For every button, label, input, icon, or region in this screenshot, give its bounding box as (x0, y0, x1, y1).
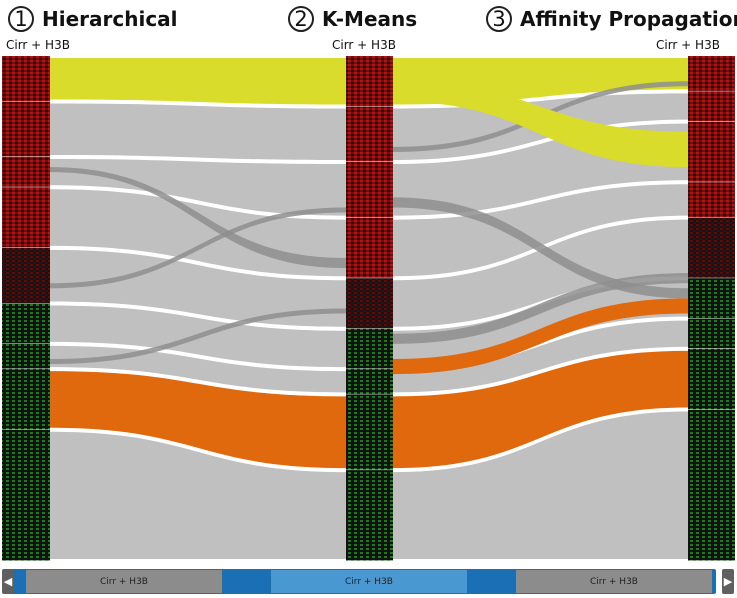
orange-split-flow (393, 298, 688, 375)
flow-ribbons (50, 58, 688, 559)
step-header-kmeans: 2 K-Means (288, 6, 417, 32)
heatmap-hierarchical-cluster-4 (2, 247, 50, 304)
heatmap-hierarchical-cluster-0 (2, 56, 50, 102)
hk-flow-0 (50, 58, 346, 105)
scroll-right-arrow-icon[interactable]: ▶ (722, 569, 734, 594)
ka-flow-8 (393, 411, 688, 559)
heatmap-kmeans (346, 56, 393, 561)
heatmap-affinity-cluster-5 (688, 278, 735, 319)
heatmap-kmeans-cluster-6 (346, 369, 393, 395)
heatmap-hierarchical (2, 56, 50, 561)
heatmap-affinity-cluster-3 (688, 182, 735, 218)
ka-flow-7 (393, 350, 688, 469)
heatmap-kmeans-cluster-4 (346, 278, 393, 329)
cross-stream-3 (393, 197, 688, 299)
step-number-2: 2 (288, 6, 314, 32)
hk-flow-2 (50, 159, 346, 216)
cross-stream-5 (393, 273, 688, 344)
cross-stream-1 (50, 207, 346, 289)
heatmap-hierarchical-cluster-5 (2, 303, 50, 344)
hk-flow-8 (50, 431, 346, 559)
heatmap-affinity-cluster-6 (688, 318, 735, 349)
heatmap-hierarchical-cluster-3 (2, 187, 50, 248)
ka-flow-3 (393, 184, 688, 277)
heatmap-affinity-cluster-0 (688, 56, 735, 92)
heatmap-kmeans-cluster-1 (346, 106, 393, 163)
heatmap-kmeans-cluster-7 (346, 394, 393, 471)
heatmap-kmeans-cluster-8 (346, 470, 393, 561)
step-header-hierarchical: 1 Hierarchical (8, 6, 178, 32)
step-header-affinity: 3 Affinity Propagation (486, 6, 737, 32)
heatmap-affinity-cluster-8 (688, 409, 735, 561)
step-title-affinity: Affinity Propagation (520, 7, 737, 31)
cross-stream-2 (50, 308, 346, 365)
ka-flow-6 (393, 320, 688, 393)
heatmap-kmeans-cluster-3 (346, 217, 393, 279)
scroll-left-arrow-icon[interactable]: ◀ (2, 569, 14, 594)
heatmap-affinity (688, 56, 735, 561)
cluster-flow-diagram (2, 56, 735, 561)
heatmap-hierarchical-cluster-8 (2, 429, 50, 561)
column-label-hierarchical: Cirr + H3B (6, 38, 70, 52)
ka-flow-4 (393, 219, 688, 327)
yellow-split-flow (393, 81, 688, 168)
cross-stream-0 (50, 167, 346, 269)
step-title-hierarchical: Hierarchical (42, 7, 178, 31)
heatmap-hierarchical-cluster-2 (2, 157, 50, 188)
horizontal-scrollbar[interactable]: ◀ Cirr + H3B Cirr + H3B Cirr + H3B ▶ (0, 565, 737, 598)
heatmap-columns (2, 56, 735, 561)
heatmap-kmeans-cluster-5 (346, 328, 393, 370)
hk-flow-1 (50, 103, 346, 161)
heatmap-affinity-cluster-1 (688, 91, 735, 122)
step-number-3: 3 (486, 6, 512, 32)
heatmap-affinity-cluster-2 (688, 121, 735, 183)
hk-flow-4 (50, 249, 346, 327)
column-label-affinity: Cirr + H3B (656, 38, 720, 52)
heatmap-hierarchical-cluster-6 (2, 343, 50, 370)
column-label-kmeans: Cirr + H3B (332, 38, 396, 52)
scroll-thumb-kmeans[interactable]: Cirr + H3B (271, 570, 467, 593)
scroll-thumb-affinity[interactable]: Cirr + H3B (516, 570, 712, 593)
step-number-1: 1 (8, 6, 34, 32)
step-title-kmeans: K-Means (322, 7, 418, 31)
heatmap-kmeans-cluster-0 (346, 56, 393, 107)
heatmap-hierarchical-cluster-7 (2, 369, 50, 430)
heatmap-hierarchical-cluster-1 (2, 101, 50, 157)
hk-flow-7 (50, 371, 346, 469)
scroll-thumb-hierarchical[interactable]: Cirr + H3B (26, 570, 222, 593)
heatmap-affinity-cluster-4 (688, 217, 735, 279)
heatmap-kmeans-cluster-2 (346, 162, 393, 218)
heatmap-affinity-cluster-7 (688, 348, 735, 410)
ka-flow-5 (393, 280, 688, 368)
